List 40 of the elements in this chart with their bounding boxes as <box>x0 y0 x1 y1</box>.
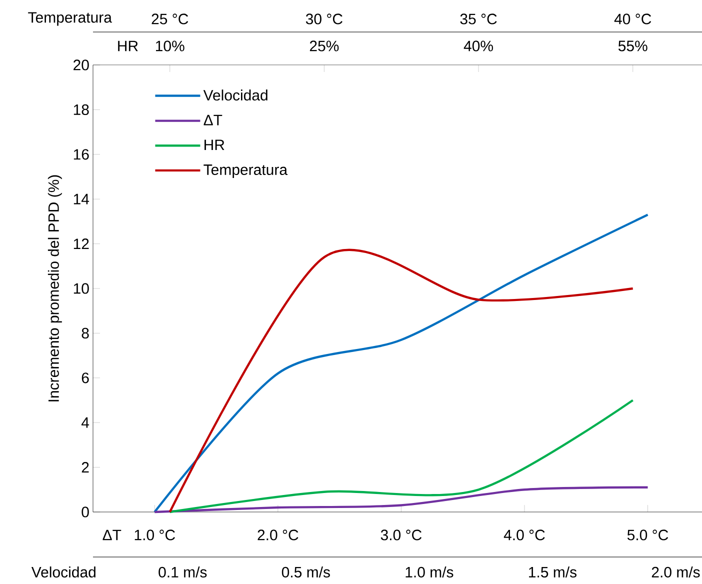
y-tick-label: 2 <box>82 462 89 473</box>
text: 40% <box>464 40 493 52</box>
y-tick-label: 18 <box>74 104 89 115</box>
text: 25% <box>310 40 339 52</box>
text: 1.5 m/s <box>529 566 576 578</box>
x2-tick-label: 30 °C <box>306 14 342 24</box>
x-tick-label: 4.0 °C <box>504 530 545 540</box>
y-tick-label: 16 <box>74 149 89 160</box>
line-series <box>154 214 649 514</box>
x-axis-title: ΔT <box>102 530 122 540</box>
y-tick-label: 6 <box>82 372 89 384</box>
x-tick-label: 1.0 °C <box>134 530 175 540</box>
x2-tick-label: 25 °C <box>152 14 188 24</box>
y-tick-label: 12 <box>74 238 89 250</box>
legend-label: HR <box>204 140 224 150</box>
x-tick-label: 2.0 °C <box>258 530 298 540</box>
x-tick-label: 3.0 °C <box>380 530 422 540</box>
text: 55% <box>618 40 648 52</box>
text: 2.0 m/s <box>652 566 700 578</box>
x2-tick-label: 40 °C <box>614 14 652 24</box>
y-axis-title: Incremento promedio del PPD (%) <box>48 175 62 402</box>
y-tick-label: 14 <box>74 194 90 204</box>
x2-axis-title: Temperatura <box>28 12 112 26</box>
y-tick-label: 10 <box>74 283 89 294</box>
text: 0.5 m/s <box>282 566 330 578</box>
text: 10% <box>156 40 184 52</box>
legend-label: Velocidad <box>203 90 268 101</box>
text: 1.0 m/s <box>406 566 454 578</box>
legend-label: Temperatura <box>204 164 288 178</box>
text: Velocidad <box>31 566 96 578</box>
text: HR <box>118 40 138 52</box>
text: 0.1 m/s <box>158 566 207 578</box>
legend-label: ΔT <box>204 114 222 126</box>
y-tick-label: 20 <box>74 60 89 70</box>
line-series <box>154 486 649 514</box>
y-tick-label: 8 <box>82 328 89 338</box>
x-tick-label: 5.0 °C <box>627 530 668 540</box>
y-tick-label: 4 <box>81 417 90 428</box>
x2-tick-label: 35 °C <box>460 14 497 24</box>
y-tick-label: 0 <box>82 506 89 518</box>
